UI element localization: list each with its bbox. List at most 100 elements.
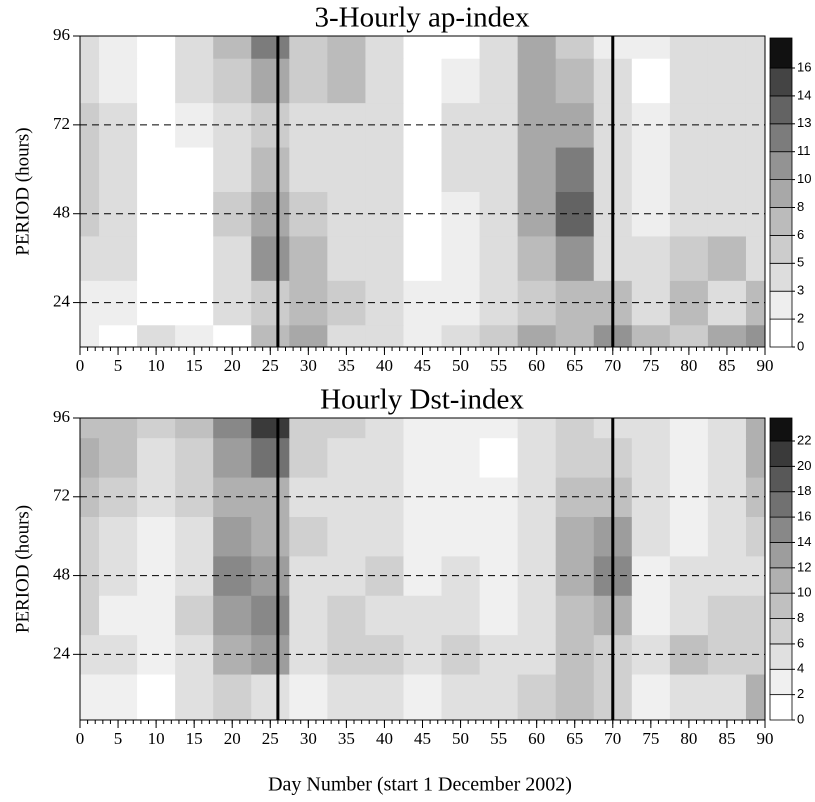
contour-cell [745,58,766,104]
x-tick-label: 30 [300,356,317,375]
contour-cell [745,324,766,348]
x-tick-label: 90 [757,356,774,375]
contour-cell [137,235,176,281]
contour-cell [289,595,328,636]
contour-cell [441,674,481,721]
contour-cell [631,674,671,721]
contour-cell [99,595,138,636]
contour-cell [631,36,671,59]
contour-cell [327,418,366,439]
colorbar-band [769,290,793,320]
contour-cell [631,235,671,281]
contour-cell [213,437,252,478]
contour-cell [669,147,709,192]
contour-cell [479,324,519,348]
contour-cell [745,36,766,59]
contour-cell [479,36,519,59]
colorbar-band [769,95,793,125]
x-tick-label: 30 [300,729,317,748]
contour-cell [555,324,595,348]
contour-cell [80,147,100,192]
colorbar-band [769,262,793,292]
x-tick-label: 75 [642,356,659,375]
x-axis-label: Day Number (start 1 December 2002) [268,774,572,796]
contour-cell [99,147,138,192]
contour-cell [327,516,366,557]
colorbar-band [769,151,793,180]
contour-cell [479,191,519,237]
y-axis-label: PERIOD (hours) [12,127,33,255]
contour-cell [403,147,443,192]
contour-cell [251,58,290,104]
contour-cell [251,36,290,59]
contour-cell [99,516,138,557]
contour-cell [707,147,747,192]
contour-cell [327,36,366,59]
x-tick-label: 90 [757,729,774,748]
x-tick-label: 20 [224,729,241,748]
x-tick-label: 20 [224,356,241,375]
contour-cell [137,674,176,721]
x-tick-label: 25 [262,356,279,375]
contour-cell [479,58,519,104]
contour-cell [517,418,557,439]
contour-cell [365,147,404,192]
colorbar-band [769,491,793,518]
colorbar-band [769,542,793,569]
contour-cell [213,516,252,557]
contour-cell [707,437,747,478]
y-tick-label: 72 [53,114,70,133]
contour-cell [517,147,557,192]
contour-cell [251,477,290,517]
contour-cell [403,516,443,557]
colorbar-label: 16 [797,59,811,74]
contour-cell [631,418,671,439]
contour-cell [403,674,443,721]
colorbar-label: 10 [797,171,811,186]
contour-cell [669,634,709,675]
contour-cell [517,595,557,636]
x-tick-label: 10 [148,729,165,748]
contour-cell [289,235,328,281]
colorbar-label: 20 [797,458,811,473]
contour-cell [707,674,747,721]
x-tick-label: 45 [414,356,431,375]
contour-cell [365,235,404,281]
y-axis-label: PERIOD (hours) [12,505,33,633]
x-tick-label: 0 [76,729,85,748]
contour-cell [251,324,290,348]
contour-cell [175,674,214,721]
contour-cell [441,634,481,675]
contour-cell [479,235,519,281]
contour-cell [251,280,290,326]
x-tick-label: 60 [528,729,545,748]
contour-cell [99,36,138,59]
contour-cell [517,516,557,557]
x-tick-label: 50 [452,729,469,748]
chart-title: 3-Hourly ap-index [314,2,530,34]
colorbar-band [769,207,793,236]
contour-cell [669,477,709,517]
colorbar-band [769,179,793,208]
contour-cell [327,437,366,478]
colorbar-band [769,417,793,442]
contour-cell [251,191,290,237]
colorbar-label: 14 [797,534,811,549]
contour-cell [745,418,766,439]
contour-cell [517,36,557,59]
contour-cell [99,58,138,104]
contour-cell [251,235,290,281]
contour-cell [137,437,176,478]
contour-cell [80,102,100,148]
contour-cell [555,595,595,636]
contour-cell [631,324,671,348]
colorbar-label: 2 [797,686,804,701]
colorbar-band [769,592,793,619]
contour-cell [441,36,481,59]
contour-cell [251,437,290,478]
contour-cell [80,477,100,517]
contour-cell [365,516,404,557]
colorbar-label: 18 [797,483,811,498]
contour-cell [289,516,328,557]
